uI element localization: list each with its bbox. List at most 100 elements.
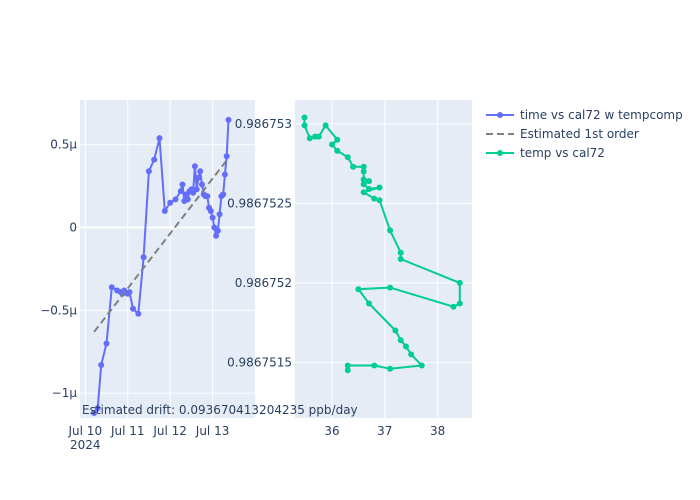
legend-marker bbox=[497, 112, 503, 118]
data-point bbox=[371, 362, 378, 369]
data-point bbox=[344, 367, 351, 374]
data-point bbox=[220, 191, 227, 198]
x-tick-label: Jul 12 bbox=[152, 424, 187, 438]
data-point bbox=[199, 181, 205, 188]
data-point bbox=[350, 163, 357, 170]
data-point bbox=[315, 133, 322, 140]
plot1-background bbox=[80, 100, 255, 418]
data-point bbox=[376, 184, 383, 191]
plot1-series bbox=[91, 116, 232, 416]
data-point bbox=[193, 186, 200, 193]
data-point bbox=[322, 122, 329, 129]
y-tick-label: 0 bbox=[69, 221, 77, 235]
data-point bbox=[387, 365, 394, 372]
y-tick-label: 0.9867515 bbox=[227, 355, 292, 369]
data-point bbox=[397, 256, 404, 262]
data-point bbox=[366, 300, 372, 307]
data-point bbox=[387, 227, 394, 234]
x-tick-label: Jul 10 bbox=[68, 424, 103, 438]
data-point bbox=[329, 141, 335, 148]
data-point bbox=[184, 196, 191, 203]
data-point bbox=[301, 114, 308, 121]
data-point bbox=[334, 136, 341, 143]
data-point bbox=[177, 188, 184, 195]
data-point bbox=[103, 340, 110, 347]
y-tick-label: 0.5μ bbox=[50, 138, 77, 152]
data-point bbox=[456, 300, 463, 307]
data-point bbox=[408, 351, 415, 358]
legend-label: time vs cal72 w tempcomp bbox=[520, 108, 683, 122]
data-point bbox=[91, 410, 98, 416]
data-point bbox=[306, 135, 313, 142]
data-point bbox=[456, 279, 463, 286]
data-point bbox=[216, 211, 223, 218]
data-point bbox=[214, 227, 221, 234]
data-point bbox=[397, 249, 404, 256]
data-point bbox=[223, 153, 230, 160]
data-point bbox=[209, 214, 216, 221]
data-point bbox=[301, 122, 308, 129]
legend-label: temp vs cal72 bbox=[520, 146, 605, 160]
data-point bbox=[161, 208, 168, 214]
x-tick-sublabel: 2024 bbox=[70, 438, 101, 452]
data-point bbox=[130, 305, 136, 312]
data-point bbox=[197, 168, 204, 175]
data-point bbox=[126, 289, 133, 296]
data-point bbox=[151, 156, 158, 163]
data-point bbox=[225, 116, 232, 123]
data-point bbox=[344, 362, 351, 369]
plot2-series bbox=[301, 114, 463, 374]
data-point bbox=[397, 337, 404, 344]
drift-annotation: Estimated drift: 0.093670413204235 ppb/d… bbox=[82, 403, 358, 417]
data-point bbox=[366, 178, 372, 185]
data-point bbox=[94, 405, 101, 412]
data-point bbox=[179, 181, 186, 188]
data-point bbox=[221, 171, 228, 178]
data-point bbox=[403, 343, 409, 350]
y-tick-label: −0.5μ bbox=[40, 303, 77, 317]
data-point bbox=[387, 284, 394, 291]
data-point bbox=[108, 284, 115, 291]
data-point bbox=[204, 193, 211, 200]
x-tick-label: 37 bbox=[377, 424, 392, 438]
data-point bbox=[98, 362, 105, 368]
data-point bbox=[207, 208, 214, 214]
data-point bbox=[156, 135, 163, 142]
data-point bbox=[334, 147, 341, 154]
data-point bbox=[195, 174, 202, 181]
data-point bbox=[167, 199, 174, 206]
x-tick-label: Jul 11 bbox=[110, 424, 145, 438]
y-tick-label: −1μ bbox=[52, 386, 78, 400]
data-point bbox=[135, 310, 142, 317]
data-point bbox=[392, 327, 399, 334]
data-point bbox=[366, 186, 372, 192]
data-point bbox=[360, 163, 367, 170]
y-tick-label: 0.986753 bbox=[235, 117, 292, 131]
data-point bbox=[191, 163, 198, 170]
plot2-background bbox=[295, 100, 472, 418]
plot2-tick-labels: 36 37 38 0.986753 0.9867525 0.986752 0.9867515 bbox=[227, 117, 445, 438]
legend-marker bbox=[497, 150, 503, 156]
data-point bbox=[360, 181, 367, 188]
x-tick-label: Jul 13 bbox=[195, 424, 230, 438]
data-point bbox=[376, 197, 383, 204]
data-point bbox=[172, 196, 179, 203]
legend-label: Estimated 1st order bbox=[520, 127, 639, 141]
data-point bbox=[418, 362, 425, 369]
x-tick-label: 36 bbox=[324, 424, 339, 438]
data-point bbox=[360, 189, 367, 196]
data-point bbox=[450, 303, 457, 310]
x-tick-label: 38 bbox=[430, 424, 445, 438]
data-point bbox=[213, 232, 220, 239]
data-point bbox=[145, 168, 152, 175]
y-tick-label: 0.986752 bbox=[235, 276, 292, 290]
series-line bbox=[93, 157, 230, 333]
data-point bbox=[355, 286, 362, 293]
data-point bbox=[344, 154, 351, 161]
data-point bbox=[360, 168, 367, 175]
data-point bbox=[360, 176, 367, 183]
data-point bbox=[140, 254, 147, 261]
data-point bbox=[371, 195, 378, 202]
